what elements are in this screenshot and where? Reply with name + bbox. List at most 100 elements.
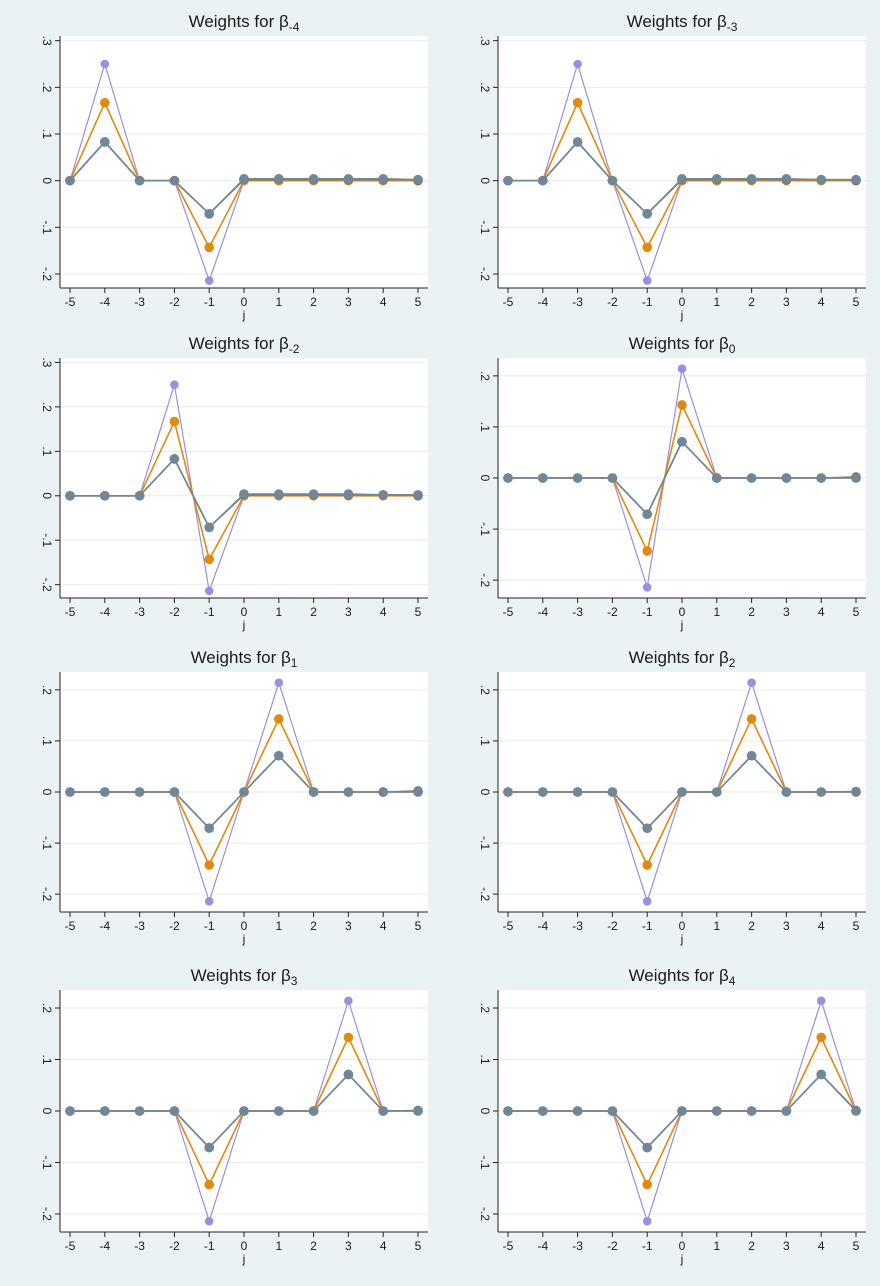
data-point [538, 473, 548, 483]
x-tick-label: -2 [607, 605, 618, 619]
data-point [746, 714, 757, 724]
x-tick-label: 0 [241, 919, 248, 933]
data-point [378, 1106, 389, 1116]
y-tick-label: .2 [40, 402, 54, 412]
x-tick-label: -1 [204, 295, 215, 309]
y-tick-label: -.2 [478, 1207, 492, 1221]
data-point [204, 242, 214, 253]
plot-area [60, 358, 428, 598]
y-tick-label: .2 [478, 371, 492, 381]
x-tick-label: -5 [503, 605, 514, 619]
chart-panel: Weights for β4 -.2 -.1 0.1.2 -5 -4 -3 -2 -1 0 1 2 3 4… [446, 958, 874, 1274]
x-tick-label: -2 [169, 1239, 180, 1253]
data-point [816, 996, 826, 1006]
chart-panel: Weights for β-4 -.2 -.1 0.1.2.3 -5 -4 -3 -2 -1 0 1… [8, 4, 436, 322]
data-point [573, 59, 582, 69]
data-point [274, 1106, 284, 1116]
data-point [65, 1106, 75, 1116]
data-point [134, 490, 145, 501]
series-4 [65, 1069, 423, 1153]
data-point [204, 1142, 214, 1153]
x-tick-label: 1 [713, 605, 720, 619]
chart-title-subscript: 1 [291, 656, 298, 670]
chart-svg: Weights for β4-.2-.10.1.2-5 -4 -3 -2 -1 0 1 2 3 4… [478, 966, 866, 1266]
y-tick-label: .1 [478, 736, 492, 746]
data-point [134, 1106, 145, 1116]
chart-title-subscript: 0 [729, 342, 736, 356]
data-point [204, 586, 214, 596]
x-tick-label: 0 [679, 919, 686, 933]
x-axis-label: j [680, 308, 684, 322]
series-4 [65, 137, 423, 219]
x-tick-label: 3 [783, 295, 790, 309]
y-tick-label: -.1 [40, 533, 54, 547]
x-tick-label: -4 [537, 605, 548, 619]
data-point [677, 436, 687, 447]
y-tick-label: .2 [40, 685, 54, 695]
chart-title-subscript: -2 [289, 342, 300, 356]
data-point [204, 896, 214, 906]
data-point [677, 1106, 687, 1116]
y-tick-label: -.2 [40, 267, 54, 281]
data-point [65, 490, 75, 501]
plot-area [498, 36, 866, 288]
data-point [607, 175, 618, 186]
x-tick-label: 3 [345, 1239, 352, 1253]
data-point [100, 787, 110, 797]
x-tick-label: 0 [679, 1239, 686, 1253]
x-tick-label: 1 [275, 1239, 282, 1253]
x-tick-label: -2 [169, 919, 180, 933]
data-point [308, 1106, 319, 1116]
data-point [642, 546, 652, 556]
x-tick-label: 3 [783, 1239, 790, 1253]
data-point [343, 489, 354, 499]
chart-title-prefix: Weights for β [629, 334, 729, 353]
chart-title-prefix: Weights for β [189, 334, 289, 353]
chart-title-prefix: Weights for β [191, 648, 291, 667]
y-tick-label: .1 [478, 422, 492, 432]
chart-svg: Weights for β-4-.2-.10.1.2.3-5 -4 -3 -2 -1 0 1… [40, 12, 428, 322]
x-tick-label: -2 [607, 1239, 618, 1253]
y-tick-label: -.2 [40, 1207, 54, 1221]
chart-title: Weights for β1 [191, 648, 298, 670]
x-tick-label: 1 [713, 295, 720, 309]
data-point [169, 787, 180, 797]
x-tick-label: 2 [310, 295, 317, 309]
chart-panel: Weights for β-2 -.2 -.1 0.1.2.3 -5 -4 -3 -2 -1 0 1… [8, 326, 436, 642]
data-point [851, 473, 861, 483]
series-4 [65, 750, 423, 834]
x-tick-label: 3 [345, 919, 352, 933]
chart-panel: Weights for β0 -.2 -.1 0.1.2 -5 -4 -3 -2 -1 0 1 2 3 4… [446, 326, 874, 642]
chart-title-subscript: -4 [289, 20, 300, 34]
y-tick-label: -.2 [40, 578, 54, 592]
y-tick-label: .2 [40, 1003, 54, 1013]
x-tick-label: 2 [310, 605, 317, 619]
chart-panel: Weights for β1 -.2 -.1 0.1.2 -5 -4 -3 -2 -1 0 1 2 3 4… [8, 640, 436, 956]
x-tick-label: 4 [380, 295, 387, 309]
x-tick-label: 5 [415, 1239, 422, 1253]
data-point [538, 1106, 548, 1116]
chart-title-subscript: 3 [291, 974, 298, 988]
y-tick-label: -.1 [478, 522, 492, 536]
y-tick-label: .1 [478, 1055, 492, 1065]
data-point [781, 174, 792, 184]
data-point [170, 380, 179, 389]
data-point [816, 787, 826, 797]
data-point [677, 174, 687, 184]
x-tick-label: 5 [853, 605, 860, 619]
data-point [169, 416, 180, 427]
chart-svg: Weights for β-2-.2-.10.1.2.3-5 -4 -3 -2 -1 0 1… [40, 334, 428, 632]
x-tick-label: -2 [607, 295, 618, 309]
y-tick-label: .3 [478, 36, 492, 46]
x-tick-label: -3 [572, 919, 583, 933]
x-tick-label: 3 [345, 295, 352, 309]
chart-title: Weights for β0 [629, 334, 736, 356]
x-tick-label: 3 [345, 605, 352, 619]
x-tick-label: -3 [572, 605, 583, 619]
x-tick-label: -5 [503, 1239, 514, 1253]
x-tick-label: -4 [537, 1239, 548, 1253]
x-tick-label: 3 [783, 605, 790, 619]
data-point [134, 787, 145, 797]
x-tick-label: 1 [275, 605, 282, 619]
y-tick-label: .1 [478, 129, 492, 139]
